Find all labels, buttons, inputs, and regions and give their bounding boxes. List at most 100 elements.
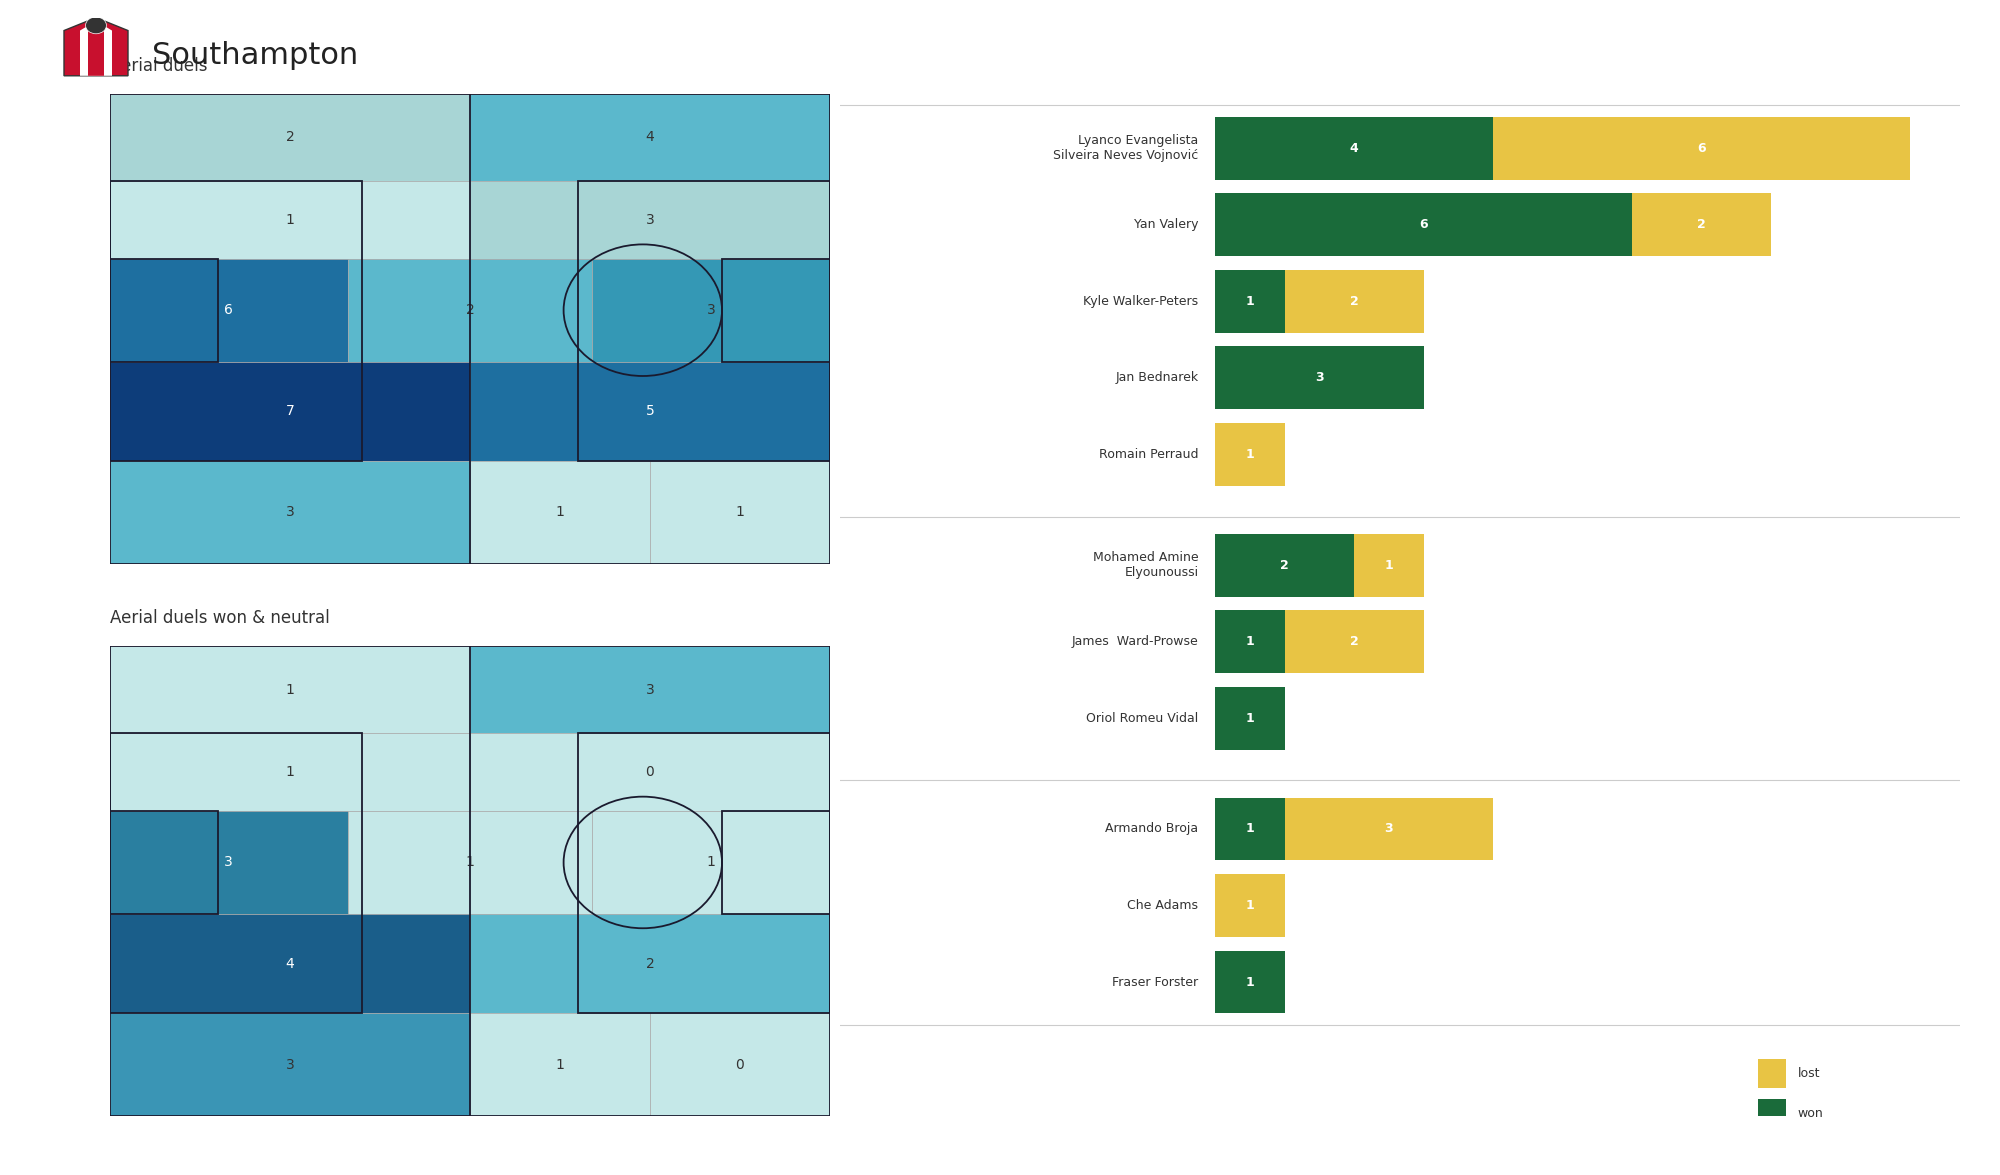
Bar: [578, 181, 830, 461]
Bar: [1284, 610, 1424, 673]
Bar: [1758, 1059, 1786, 1088]
Text: Romain Perraud: Romain Perraud: [1098, 448, 1198, 461]
Text: Jan Bednarek: Jan Bednarek: [1116, 371, 1198, 384]
Text: 4: 4: [1350, 142, 1358, 155]
Bar: [110, 94, 470, 181]
Text: 6: 6: [224, 303, 234, 317]
Text: 1: 1: [1246, 295, 1254, 308]
Bar: [1216, 347, 1424, 409]
Bar: [1216, 798, 1284, 860]
Text: 3: 3: [286, 505, 294, 519]
Bar: [1216, 610, 1284, 673]
Text: 1: 1: [1246, 822, 1254, 835]
Text: 3: 3: [706, 303, 716, 317]
Bar: [470, 646, 830, 733]
Text: 0: 0: [646, 765, 654, 779]
Circle shape: [86, 16, 106, 34]
Text: Oriol Romeu Vidal: Oriol Romeu Vidal: [1086, 712, 1198, 725]
Bar: [722, 811, 830, 914]
Text: 3: 3: [1384, 822, 1394, 835]
Bar: [470, 914, 830, 1013]
Text: 1: 1: [286, 683, 294, 697]
Bar: [1284, 270, 1424, 333]
Text: Mohamed Amine
Elyounoussi: Mohamed Amine Elyounoussi: [1092, 551, 1198, 579]
Polygon shape: [88, 22, 104, 75]
Text: Southampton: Southampton: [152, 41, 358, 70]
Bar: [1216, 270, 1284, 333]
Bar: [650, 461, 830, 564]
Text: 3: 3: [224, 855, 234, 870]
Text: 1: 1: [556, 1058, 564, 1072]
Text: 1: 1: [1246, 899, 1254, 912]
Bar: [470, 461, 650, 564]
Bar: [1632, 194, 1770, 256]
Text: 0: 0: [736, 1058, 744, 1072]
Bar: [1354, 533, 1424, 597]
Bar: [348, 258, 592, 362]
Bar: [1492, 116, 1910, 180]
Bar: [578, 733, 830, 1013]
Text: 1: 1: [1384, 558, 1394, 572]
Bar: [1216, 687, 1284, 750]
Text: 2: 2: [286, 130, 294, 145]
Bar: [110, 258, 218, 362]
Bar: [1216, 194, 1632, 256]
Bar: [1284, 798, 1492, 860]
Bar: [110, 811, 348, 914]
Text: 1: 1: [556, 505, 564, 519]
Bar: [110, 646, 470, 733]
Bar: [1216, 423, 1284, 485]
Text: Aerial duels won & neutral: Aerial duels won & neutral: [110, 610, 330, 627]
Text: 2: 2: [1350, 636, 1358, 649]
Text: 3: 3: [646, 213, 654, 227]
Bar: [110, 733, 362, 1013]
Bar: [592, 258, 830, 362]
Bar: [470, 362, 830, 461]
Text: 6: 6: [1420, 219, 1428, 231]
Text: lost: lost: [1798, 1067, 1820, 1080]
Bar: [650, 1013, 830, 1116]
Text: 1: 1: [286, 765, 294, 779]
Text: 1: 1: [466, 855, 474, 870]
Text: Lyanco Evangelista
Silveira Neves Vojnović: Lyanco Evangelista Silveira Neves Vojnov…: [1054, 134, 1198, 162]
Bar: [1216, 116, 1492, 180]
Bar: [110, 811, 218, 914]
Text: 2: 2: [1280, 558, 1290, 572]
Text: 1: 1: [286, 213, 294, 227]
Bar: [1216, 951, 1284, 1014]
Text: 2: 2: [646, 956, 654, 971]
Bar: [470, 181, 830, 258]
Text: 2: 2: [466, 303, 474, 317]
Bar: [1216, 533, 1354, 597]
Bar: [110, 914, 470, 1013]
Text: 2: 2: [1696, 219, 1706, 231]
Bar: [110, 362, 470, 461]
Text: 7: 7: [286, 404, 294, 418]
Bar: [348, 811, 592, 914]
Bar: [110, 181, 470, 258]
Text: 3: 3: [1316, 371, 1324, 384]
Text: 4: 4: [646, 130, 654, 145]
Text: 1: 1: [706, 855, 716, 870]
Bar: [1758, 1099, 1786, 1128]
Bar: [722, 258, 830, 362]
Bar: [110, 461, 470, 564]
Polygon shape: [64, 18, 128, 75]
Text: James  Ward-Prowse: James Ward-Prowse: [1072, 636, 1198, 649]
Bar: [470, 94, 830, 181]
Polygon shape: [80, 21, 112, 75]
Bar: [110, 733, 470, 811]
Text: 2: 2: [1350, 295, 1358, 308]
Bar: [470, 733, 830, 811]
Bar: [470, 1013, 650, 1116]
Bar: [110, 258, 348, 362]
Text: 3: 3: [286, 1058, 294, 1072]
Text: 1: 1: [1246, 975, 1254, 988]
Text: Kyle Walker-Peters: Kyle Walker-Peters: [1084, 295, 1198, 308]
Text: 6: 6: [1696, 142, 1706, 155]
Text: Fraser Forster: Fraser Forster: [1112, 975, 1198, 988]
Text: 1: 1: [1246, 712, 1254, 725]
Text: Aerial duels: Aerial duels: [110, 58, 208, 75]
Text: Yan Valery: Yan Valery: [1134, 219, 1198, 231]
Text: won: won: [1798, 1107, 1824, 1120]
